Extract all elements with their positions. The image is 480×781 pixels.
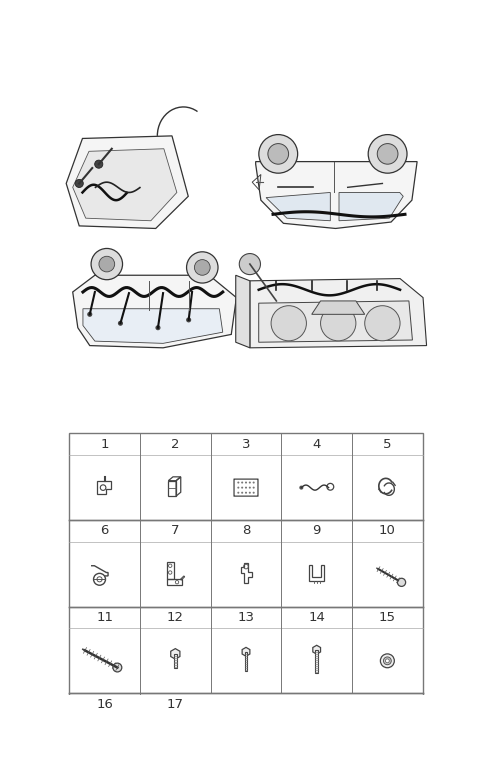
Circle shape xyxy=(237,482,240,483)
Text: 2: 2 xyxy=(171,438,180,451)
Circle shape xyxy=(91,248,122,280)
Circle shape xyxy=(165,737,186,758)
Polygon shape xyxy=(236,275,250,348)
Circle shape xyxy=(170,742,181,753)
Circle shape xyxy=(249,487,251,489)
Circle shape xyxy=(187,251,218,283)
Circle shape xyxy=(194,259,210,275)
Circle shape xyxy=(186,317,191,323)
Circle shape xyxy=(118,321,123,326)
Text: 16: 16 xyxy=(96,697,113,711)
Text: 3: 3 xyxy=(242,438,250,451)
Polygon shape xyxy=(174,654,177,669)
Circle shape xyxy=(237,492,240,494)
Circle shape xyxy=(377,144,398,164)
Circle shape xyxy=(245,487,247,489)
Circle shape xyxy=(252,482,255,483)
Circle shape xyxy=(241,482,243,483)
Text: 5: 5 xyxy=(383,438,392,451)
Polygon shape xyxy=(66,136,188,229)
Polygon shape xyxy=(315,650,318,673)
Text: 7: 7 xyxy=(171,524,180,537)
Polygon shape xyxy=(72,275,236,348)
Polygon shape xyxy=(339,192,403,221)
Circle shape xyxy=(237,487,240,489)
Circle shape xyxy=(252,487,255,489)
Circle shape xyxy=(75,180,84,187)
Circle shape xyxy=(87,312,92,317)
Text: 8: 8 xyxy=(242,524,250,537)
Circle shape xyxy=(113,663,122,672)
Circle shape xyxy=(384,657,391,665)
Text: 1: 1 xyxy=(100,438,109,451)
Text: 9: 9 xyxy=(312,524,321,537)
Circle shape xyxy=(249,482,251,483)
Polygon shape xyxy=(245,652,247,671)
Circle shape xyxy=(245,492,247,494)
Circle shape xyxy=(249,492,251,494)
Circle shape xyxy=(239,254,261,275)
Polygon shape xyxy=(256,162,417,229)
Text: 12: 12 xyxy=(167,611,184,624)
Text: 4: 4 xyxy=(312,438,321,451)
Circle shape xyxy=(365,305,400,341)
Text: 11: 11 xyxy=(96,611,113,624)
Text: 17: 17 xyxy=(167,697,184,711)
Polygon shape xyxy=(250,279,427,348)
Circle shape xyxy=(95,160,103,168)
Circle shape xyxy=(252,492,255,494)
Circle shape xyxy=(259,134,298,173)
Text: 6: 6 xyxy=(100,524,109,537)
Polygon shape xyxy=(266,192,330,221)
Polygon shape xyxy=(313,645,321,654)
Circle shape xyxy=(385,659,389,663)
Circle shape xyxy=(99,256,115,272)
Circle shape xyxy=(300,486,303,490)
Polygon shape xyxy=(312,301,365,314)
Text: 10: 10 xyxy=(379,524,396,537)
Circle shape xyxy=(156,325,160,330)
Circle shape xyxy=(368,134,407,173)
Circle shape xyxy=(161,733,189,761)
Polygon shape xyxy=(242,647,250,656)
Circle shape xyxy=(380,654,395,668)
Polygon shape xyxy=(259,301,412,342)
Polygon shape xyxy=(72,148,177,221)
Text: 14: 14 xyxy=(308,611,325,624)
Circle shape xyxy=(268,144,288,164)
Text: 13: 13 xyxy=(238,611,254,624)
Text: 15: 15 xyxy=(379,611,396,624)
Circle shape xyxy=(271,305,306,341)
Circle shape xyxy=(245,482,247,483)
Circle shape xyxy=(173,745,178,750)
Circle shape xyxy=(241,492,243,494)
Circle shape xyxy=(397,578,406,587)
Polygon shape xyxy=(83,308,223,344)
Circle shape xyxy=(241,487,243,489)
Polygon shape xyxy=(171,648,180,659)
Circle shape xyxy=(321,305,356,341)
